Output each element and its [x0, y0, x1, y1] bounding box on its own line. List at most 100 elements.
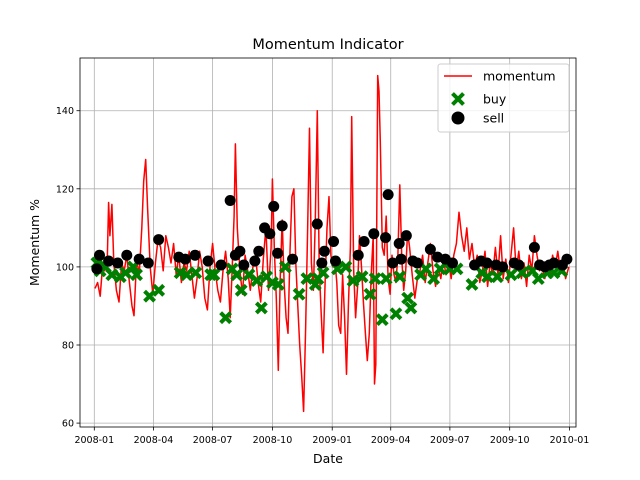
sell-marker	[268, 200, 280, 212]
x-tick-label: 2010-01	[550, 435, 590, 446]
sell-marker	[189, 249, 201, 261]
buy-marker	[404, 301, 418, 315]
x-tick-label: 2009-07	[430, 435, 470, 446]
sell-marker	[424, 243, 436, 255]
buy-marker	[389, 307, 403, 321]
buy-marker	[234, 283, 248, 297]
sell-marker	[329, 255, 341, 267]
buy-marker	[180, 268, 194, 282]
sell-marker	[234, 245, 246, 257]
buy-marker	[143, 289, 156, 303]
buy-marker	[152, 283, 166, 297]
y-axis-label: Momentum %	[27, 199, 42, 286]
legend-momentum-label: momentum	[483, 69, 556, 84]
buy-marker	[504, 268, 518, 282]
buy-marker	[368, 272, 382, 286]
sell-marker	[382, 189, 394, 201]
x-axis: 2008-01 2008-04 2008-07 2008-10 2009-01 2009-…	[74, 427, 589, 446]
y-axis: 60 80 100 120 140	[56, 106, 80, 430]
buy-marker	[130, 268, 143, 282]
sell-series	[91, 189, 573, 275]
buy-marker	[230, 268, 244, 282]
buy-marker	[419, 262, 433, 276]
buy-marker	[271, 278, 285, 291]
sell-marker	[368, 228, 380, 240]
buy-marker	[355, 270, 369, 284]
sell-marker	[387, 257, 399, 269]
buy-marker	[375, 313, 389, 327]
sell-marker	[497, 261, 509, 273]
x-tick-label: 2009-01	[312, 435, 352, 446]
sell-marker	[253, 245, 265, 257]
sell-marker	[112, 257, 124, 269]
plot-frame	[79, 57, 577, 428]
legend: momentum buy sell	[437, 63, 570, 133]
sell-marker	[328, 236, 340, 248]
sell-marker	[276, 220, 288, 232]
buy-marker	[254, 301, 268, 315]
sell-marker	[121, 249, 133, 261]
sell-marker	[395, 253, 407, 265]
buy-marker	[393, 270, 407, 284]
y-tick-label: 60	[62, 419, 74, 430]
legend-buy-label: buy	[483, 92, 507, 107]
legend-sell-label: sell	[483, 111, 504, 126]
buy-marker	[346, 274, 360, 287]
buy-marker	[207, 268, 221, 282]
buy-marker	[363, 287, 377, 301]
buy-marker	[481, 270, 495, 284]
x-axis-label: Date	[313, 451, 343, 466]
buy-marker	[379, 272, 393, 286]
y-tick-label: 100	[56, 262, 74, 273]
buy-marker	[204, 268, 218, 282]
buy-marker	[531, 272, 545, 286]
sell-marker	[133, 253, 145, 265]
sell-marker	[380, 232, 392, 244]
sell-marker	[94, 249, 106, 261]
x-tick-label: 2009-04	[371, 435, 411, 446]
sell-marker	[153, 234, 165, 246]
x-tick-label: 2008-01	[74, 435, 114, 446]
sell-marker	[411, 257, 423, 269]
sell-marker	[548, 257, 560, 269]
buy-marker	[250, 274, 264, 287]
sell-marker	[528, 241, 540, 253]
x-tick-label: 2009-10	[490, 435, 530, 446]
chart-title: Momentum Indicator	[252, 37, 403, 53]
buy-marker	[465, 278, 479, 291]
sell-marker	[446, 257, 458, 269]
sell-marker	[272, 247, 284, 259]
sell-marker	[318, 245, 330, 257]
sell-marker	[238, 259, 250, 271]
buy-marker	[490, 270, 504, 284]
buy-marker	[292, 287, 306, 301]
sell-marker	[513, 259, 525, 271]
legend-box	[437, 63, 570, 133]
buy-marker	[339, 260, 353, 274]
y-tick-label: 140	[56, 106, 74, 117]
buy-marker	[189, 266, 203, 280]
x-tick-label: 2008-10	[253, 435, 293, 446]
y-tick-label: 120	[56, 184, 74, 195]
sell-marker	[142, 257, 154, 269]
sell-marker	[393, 237, 405, 249]
sell-marker	[202, 255, 214, 267]
sell-marker	[400, 230, 412, 242]
sell-marker	[91, 263, 103, 275]
legend-buy-swatch	[451, 92, 465, 106]
sell-marker	[481, 257, 493, 269]
legend-sell-swatch	[451, 111, 465, 125]
y-tick-label: 80	[62, 341, 74, 352]
buy-marker	[105, 268, 119, 282]
buy-marker	[427, 272, 441, 286]
sell-marker	[103, 255, 115, 267]
buy-marker	[279, 260, 292, 274]
sell-marker	[352, 249, 364, 261]
sell-marker	[311, 218, 323, 230]
sell-marker	[264, 228, 276, 240]
sell-marker	[561, 253, 573, 265]
sell-marker	[358, 236, 370, 248]
buy-marker	[316, 266, 330, 280]
buy-marker	[219, 311, 233, 325]
